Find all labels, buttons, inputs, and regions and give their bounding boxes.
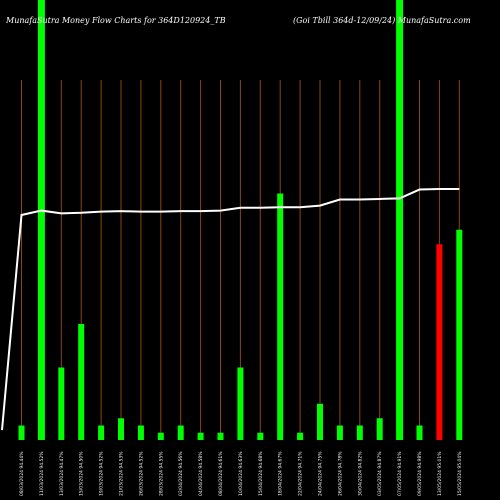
price-line xyxy=(1,188,460,431)
x-tick-label: 08/04/2024 94.61% xyxy=(218,451,224,496)
volume-bar xyxy=(217,432,224,440)
price-line-group xyxy=(1,188,460,431)
volume-bar xyxy=(257,432,264,440)
x-tick-label: 13/05/2024 95.01% xyxy=(437,451,443,496)
volume-bar xyxy=(456,229,463,440)
x-tick-label: 21/03/2024 94.53% xyxy=(119,451,125,496)
volume-bar xyxy=(396,0,404,440)
chart-title: MunafaSutra Money Flow Charts for 364D12… xyxy=(5,16,226,25)
volume-bar xyxy=(197,432,204,440)
x-tick-label: 13/03/2024 94.47% xyxy=(59,451,65,496)
volume-bar xyxy=(98,425,105,440)
volume-bar xyxy=(416,425,423,440)
volume-bar xyxy=(37,0,45,440)
x-tick-label: 04/04/2024 94.58% xyxy=(198,451,204,496)
x-tick-label: 08/03/2024 94.44% xyxy=(19,451,25,496)
volume-bar xyxy=(137,425,144,440)
volume-bar xyxy=(317,403,323,440)
x-tick-label: 24/04/2024 94.75% xyxy=(318,451,324,496)
volume-bar xyxy=(58,367,65,440)
x-tick-label: 15/03/2024 94.50% xyxy=(79,451,85,496)
x-tick-label: 30/04/2024 94.82% xyxy=(357,451,363,496)
x-tick-labels: 08/03/2024 94.44% 11/03/2024 94.52% 13/03/… xyxy=(19,451,463,496)
volume-bar xyxy=(376,418,383,440)
volume-bar xyxy=(356,425,363,440)
x-tick-label: 03/05/2024 94.87% xyxy=(377,451,383,496)
volume-bar xyxy=(436,244,443,440)
chart-subtitle: (Goi Tbill 364d-12/09/24) MunafaSutra.co… xyxy=(293,16,471,25)
volume-bar xyxy=(18,425,25,440)
volume-bar xyxy=(237,367,244,440)
x-tick-label: 09/05/2024 94.98% xyxy=(417,451,423,496)
x-tick-label: 15/05/2024 95.04% xyxy=(457,451,463,496)
x-tick-label: 11/03/2024 94.52% xyxy=(39,451,45,496)
x-tick-label: 26/04/2024 94.78% xyxy=(337,451,343,496)
volume-bar xyxy=(157,432,164,440)
x-tick-label: 15/04/2024 94.68% xyxy=(258,451,264,496)
volume-bar xyxy=(336,425,343,440)
x-tick-label: 10/04/2024 94.63% xyxy=(238,451,244,496)
x-tick-label: 19/03/2024 94.52% xyxy=(99,451,105,496)
x-tick-label: 02/04/2024 94.56% xyxy=(178,451,184,496)
volume-bar xyxy=(78,324,85,440)
volume-bar xyxy=(297,432,304,440)
volume-bars xyxy=(18,0,463,440)
x-tick-label: 22/04/2024 94.71% xyxy=(298,451,304,496)
x-tick-label: 28/03/2024 94.55% xyxy=(158,451,164,496)
volume-bar xyxy=(177,425,184,440)
volume-bar xyxy=(118,418,124,440)
x-tick-label: 07/05/2024 94.91% xyxy=(397,451,403,496)
x-tick-label: 18/04/2024 94.67% xyxy=(278,451,284,496)
volume-bar xyxy=(277,193,284,440)
x-tick-label: 26/03/2024 94.52% xyxy=(138,451,144,496)
